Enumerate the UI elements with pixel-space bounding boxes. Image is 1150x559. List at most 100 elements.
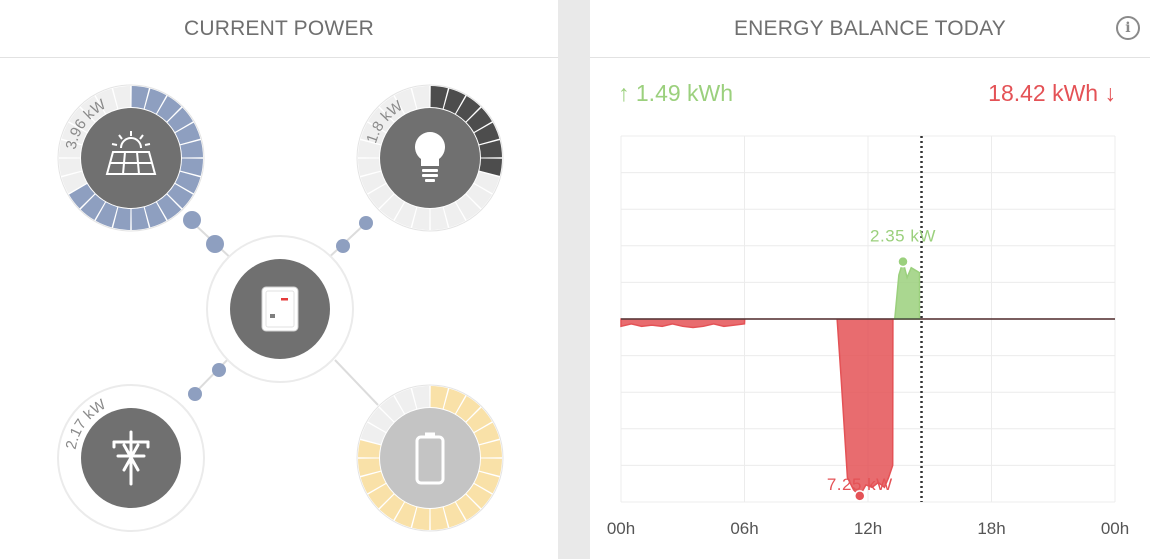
- ring-segment: [175, 122, 201, 145]
- grid-flow-dot: [212, 363, 226, 377]
- ring-segment: [69, 183, 95, 209]
- ring-segment: [131, 207, 149, 230]
- ring-segment: [412, 386, 430, 409]
- battery-ring: [356, 384, 504, 532]
- ring-segment: [466, 483, 492, 509]
- ring-border: [356, 84, 504, 232]
- ring-segment: [358, 440, 381, 458]
- info-icon[interactable]: i: [1116, 16, 1140, 40]
- x-tick-label: 12h: [854, 519, 882, 538]
- consumption-flow-dot: [336, 239, 350, 253]
- battery-connection: [334, 359, 379, 406]
- ring-segment: [455, 194, 481, 220]
- ring-segment: [61, 171, 87, 194]
- ring-segment: [455, 396, 481, 422]
- ring-segment: [61, 122, 87, 145]
- ring-segment: [156, 96, 182, 122]
- ring-segment: [474, 122, 500, 145]
- ring-segment: [360, 122, 386, 145]
- ring-segment: [59, 158, 82, 176]
- ring-segment: [474, 422, 500, 445]
- ring-segment: [379, 194, 405, 220]
- power-pylon-icon: [112, 430, 150, 486]
- ring-segment: [175, 171, 201, 194]
- ring-segment: [358, 158, 381, 176]
- ring-segment: [394, 202, 417, 228]
- ring-segment: [360, 471, 386, 494]
- ring-segment: [144, 202, 167, 228]
- feed-in-area: [893, 258, 921, 320]
- purchase-area: [620, 318, 1115, 498]
- ring-segment: [430, 507, 448, 530]
- current-power-title: CURRENT POWER: [0, 0, 558, 58]
- ring-segment: [455, 494, 481, 520]
- x-tick-label: 06h: [730, 519, 758, 538]
- ring-segment: [131, 86, 149, 109]
- ring-segment: [180, 158, 203, 176]
- ring-segment: [167, 183, 193, 209]
- ring-segment: [180, 140, 203, 158]
- peak-purchase-label: 7.25 kW: [827, 475, 893, 494]
- solar-panel-icon: [105, 131, 157, 175]
- peak-marker: [897, 255, 909, 268]
- x-tick-label: 00h: [607, 519, 635, 538]
- energy-balance-title: ENERGY BALANCE TODAY i: [590, 0, 1150, 58]
- ring-segment: [358, 458, 381, 476]
- ring-segment: [167, 107, 193, 133]
- solar-ring: [57, 84, 205, 232]
- ring-segment: [455, 96, 481, 122]
- chart-overlay: 2.35 kW 7.25 kW: [621, 136, 1115, 502]
- ring-segment: [479, 158, 502, 176]
- ring-segment: [368, 183, 394, 209]
- lightbulb-icon: [415, 132, 446, 182]
- ring-segment: [443, 88, 466, 114]
- energy-balance-chart: 00h 06h 12h 18h 00h 2.35 kW 7.25 kW: [607, 135, 1129, 538]
- ring-segment: [443, 202, 466, 228]
- ring-segment: [95, 202, 118, 228]
- ring-segment: [368, 483, 394, 509]
- x-tick-label: 00h: [1101, 519, 1129, 538]
- ring-segment: [360, 171, 386, 194]
- ring-segment: [394, 388, 417, 414]
- ring-segment: [412, 207, 430, 230]
- ring-segment: [156, 194, 182, 220]
- feed-in-energy: ↑ 1.49 kWh: [618, 80, 734, 106]
- ring-segment: [358, 140, 381, 158]
- ring-segment: [113, 207, 131, 230]
- ring-segment: [69, 107, 95, 133]
- ring-segment: [80, 96, 106, 122]
- ring-segment: [479, 458, 502, 476]
- solar-flow-dot: [206, 235, 224, 253]
- ring-segment: [474, 471, 500, 494]
- ring-border: [356, 384, 504, 532]
- ring-segment: [368, 407, 394, 433]
- battery-icon: [415, 432, 445, 485]
- battery-node[interactable]: [380, 408, 480, 508]
- ring-segment: [368, 107, 394, 133]
- ring-segment: [379, 494, 405, 520]
- ring-segment: [430, 207, 448, 230]
- ring-segment: [379, 396, 405, 422]
- ring-segment: [430, 386, 448, 409]
- ring-segment: [466, 407, 492, 433]
- grid-flow-dot: [188, 387, 202, 401]
- energy-balance-panel: ENERGY BALANCE TODAY i ↑ 1.49 kWh 18.42 …: [590, 0, 1150, 559]
- inverter-icon: [261, 286, 299, 332]
- ring-segment: [479, 440, 502, 458]
- ring-segment: [80, 194, 106, 220]
- ring-segment: [360, 422, 386, 445]
- ring-segment: [430, 86, 448, 109]
- ring-border: [57, 84, 205, 232]
- peak-feed-in-label: 2.35 kW: [870, 227, 936, 246]
- ring-segment: [394, 502, 417, 528]
- purchased-energy: 18.42 kWh ↓: [988, 80, 1116, 106]
- energy-balance-title-text: ENERGY BALANCE TODAY: [733, 16, 1007, 40]
- ring-segment: [466, 107, 492, 133]
- ring-segment: [466, 183, 492, 209]
- ring-segment: [144, 88, 167, 114]
- consumption-flow-dot: [359, 216, 373, 230]
- ring-segment: [443, 502, 466, 528]
- current-power-panel: CURRENT POWER: [0, 0, 558, 559]
- ring-segment: [95, 88, 118, 114]
- ring-segment: [474, 171, 500, 194]
